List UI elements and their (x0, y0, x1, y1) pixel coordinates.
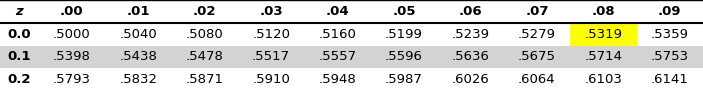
Bar (570, 23, 637, 46)
Text: .5359: .5359 (651, 28, 689, 41)
Text: .5987: .5987 (385, 73, 423, 86)
Text: .5120: .5120 (252, 28, 290, 41)
Text: .05: .05 (392, 5, 415, 18)
Bar (0, 46, 703, 68)
Text: .06: .06 (458, 5, 482, 18)
Text: .5714: .5714 (584, 50, 622, 63)
Text: .5199: .5199 (385, 28, 423, 41)
Text: .5753: .5753 (651, 50, 689, 63)
Text: .5478: .5478 (186, 50, 224, 63)
Text: z: z (15, 5, 23, 18)
Text: .5279: .5279 (518, 28, 556, 41)
Text: .5160: .5160 (318, 28, 356, 41)
Text: 0.1: 0.1 (8, 50, 31, 63)
Text: .6141: .6141 (651, 73, 689, 86)
Text: .5596: .5596 (385, 50, 423, 63)
Text: .5948: .5948 (318, 73, 356, 86)
Text: .5910: .5910 (252, 73, 290, 86)
Text: .5398: .5398 (53, 50, 91, 63)
Text: .5517: .5517 (252, 50, 290, 63)
Text: .6064: .6064 (518, 73, 556, 86)
Text: .5871: .5871 (186, 73, 224, 86)
Text: 0.0: 0.0 (8, 28, 31, 41)
Text: .5557: .5557 (318, 50, 356, 63)
Text: .5832: .5832 (120, 73, 157, 86)
Text: .02: .02 (193, 5, 217, 18)
Text: .5000: .5000 (53, 28, 91, 41)
Text: .5239: .5239 (451, 28, 489, 41)
Text: 0.2: 0.2 (8, 73, 31, 86)
Text: .5793: .5793 (53, 73, 91, 86)
Text: .6103: .6103 (584, 73, 622, 86)
Text: .04: .04 (325, 5, 349, 18)
Text: .03: .03 (259, 5, 283, 18)
Text: .5040: .5040 (120, 28, 157, 41)
Text: .5675: .5675 (518, 50, 556, 63)
Text: .5438: .5438 (120, 50, 157, 63)
Text: .09: .09 (658, 5, 681, 18)
Text: .08: .08 (591, 5, 615, 18)
Bar (0, 23, 703, 46)
Text: .00: .00 (60, 5, 84, 18)
Text: .6026: .6026 (451, 73, 489, 86)
Text: .5636: .5636 (451, 50, 489, 63)
Text: .5080: .5080 (186, 28, 224, 41)
Text: .01: .01 (127, 5, 150, 18)
Bar (0, 68, 703, 91)
Text: .5319: .5319 (584, 28, 622, 41)
Text: .07: .07 (525, 5, 548, 18)
